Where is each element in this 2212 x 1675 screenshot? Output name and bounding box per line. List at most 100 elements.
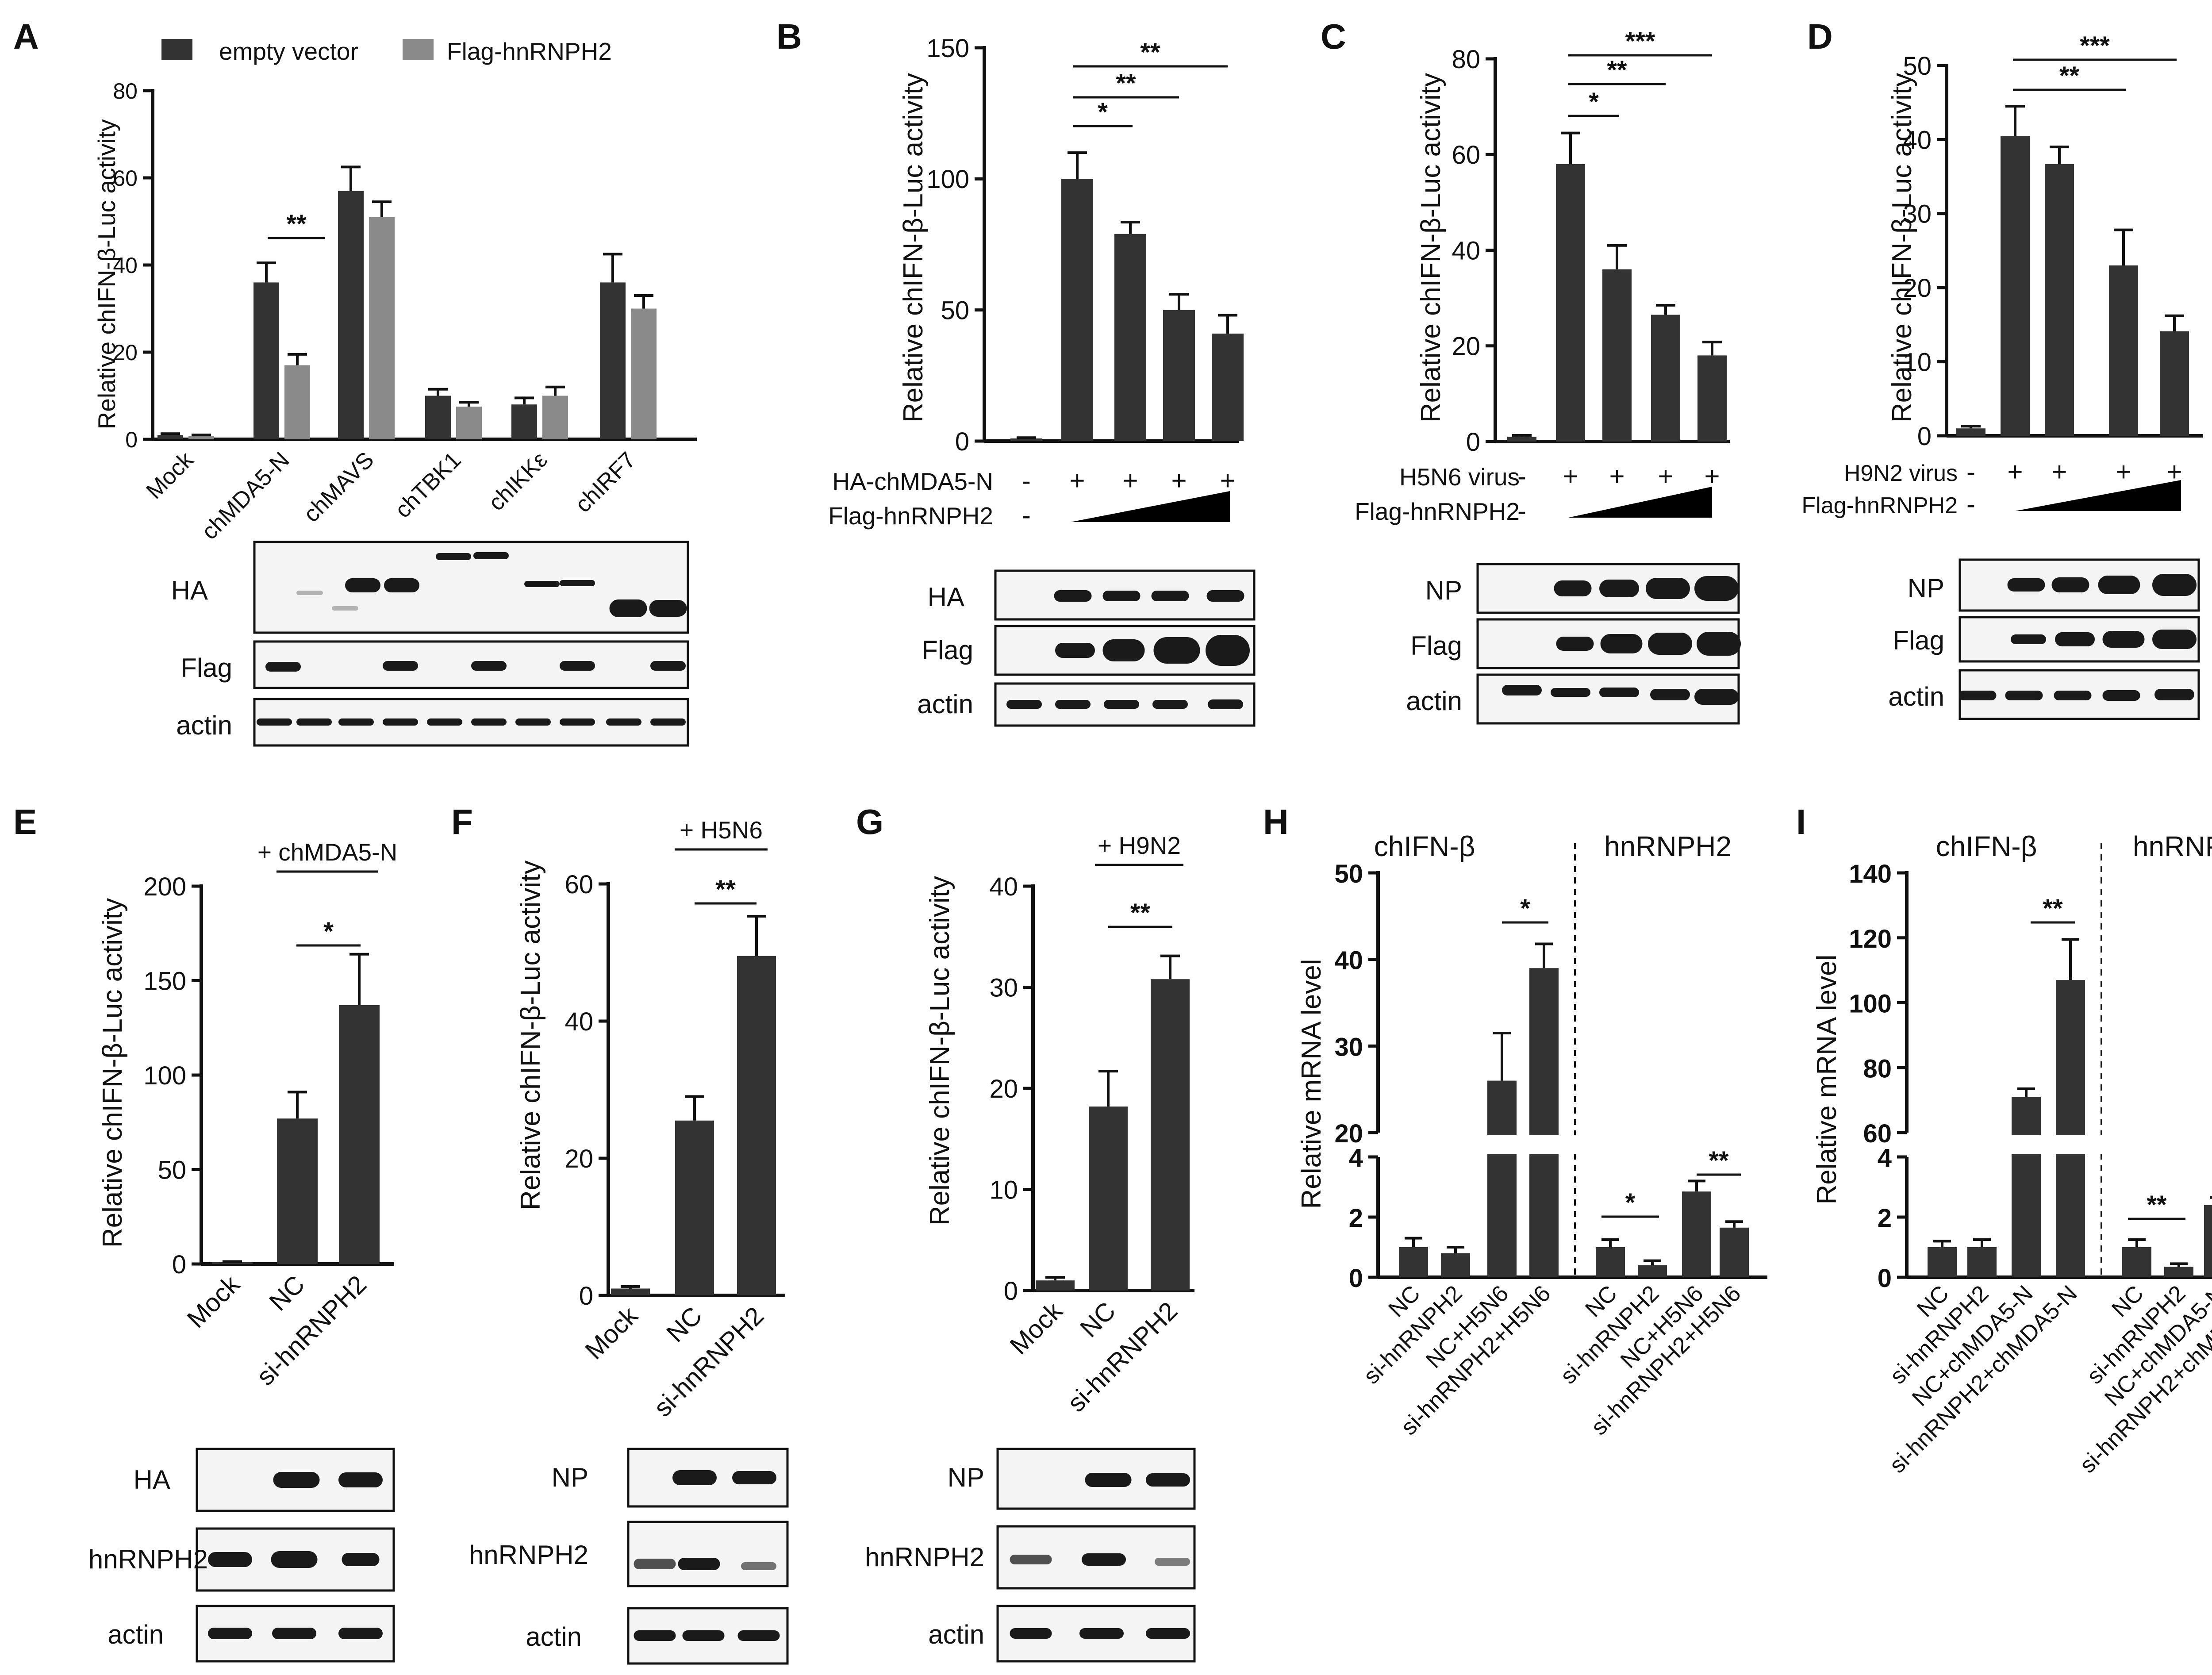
- blot-band: [1102, 591, 1141, 601]
- y-tick-label: 0: [172, 1250, 186, 1279]
- y-tick-label: 20: [1903, 274, 1932, 303]
- blot-band: [208, 1552, 252, 1567]
- panel-d: D Relative chIFN-β-Luc activity 0 10 20 30 4…: [1801, 17, 2203, 720]
- bar: [338, 191, 364, 439]
- bar: [511, 404, 537, 439]
- x-tick-label: NC: [661, 1301, 707, 1348]
- bar: [369, 217, 395, 439]
- x-tick-label: si-hnRNPH2+chMDA5-N: [1885, 1280, 2082, 1478]
- panel-letter: G: [856, 802, 883, 841]
- y-axis-label: Relative chIFN-β-Luc activity: [515, 861, 546, 1210]
- blot-band: [296, 718, 332, 726]
- panel-letter: E: [13, 802, 37, 841]
- y-tick-label: 0: [125, 427, 138, 452]
- y-tick-label: 100: [143, 1061, 186, 1090]
- significance-label: **: [1130, 899, 1151, 927]
- y-tick-label: 150: [926, 34, 969, 63]
- blot-band: [383, 661, 418, 671]
- blot-bands-b: [1006, 590, 1250, 709]
- significance-label: **: [2059, 61, 2080, 90]
- blot-band: [1694, 576, 1739, 601]
- x-tick-label: chMDA5-N: [197, 447, 295, 545]
- blot-band: [338, 718, 374, 726]
- blot-band: [2051, 577, 2089, 592]
- bar: [2045, 164, 2074, 436]
- panel-letter: A: [13, 17, 39, 56]
- x-tick-label: Mock: [181, 1270, 246, 1334]
- significance-label: ***: [2080, 31, 2110, 60]
- treatment-sign: +: [1609, 461, 1624, 491]
- blot-label-hnrnph2: hnRNPH2: [88, 1544, 208, 1574]
- y-tick-label: 0: [1466, 428, 1480, 457]
- panel-f: F Relative chIFN-β-Luc activity + H5N6 0…: [451, 802, 789, 1665]
- blot-label-ha: HA: [928, 582, 964, 612]
- panel-e: E Relative chIFN-β-Luc activity + chMDA5…: [13, 802, 397, 1663]
- bar: [1163, 310, 1195, 441]
- bar: [157, 435, 183, 439]
- significance-label: **: [286, 210, 307, 238]
- blot-label-actin: actin: [108, 1620, 164, 1649]
- significance-label: **: [1140, 38, 1160, 67]
- group-label: + chMDA5-N: [257, 838, 397, 866]
- bar: [1967, 1247, 1997, 1277]
- y-tick-label: 0: [579, 1282, 593, 1310]
- panel-a: A empty vector Flag-hnRNPH2 Relative chI…: [13, 17, 697, 747]
- blot-band: [272, 1628, 316, 1639]
- panel-letter: H: [1263, 802, 1289, 841]
- blot-band: [682, 1630, 725, 1641]
- y-tick-label: 140: [1849, 860, 1892, 888]
- blot-band: [1146, 1628, 1190, 1639]
- blot-band: [1104, 700, 1139, 709]
- blot-a: HA Flag actin: [171, 541, 689, 747]
- panel-letter: D: [1807, 17, 1833, 56]
- bar: [2204, 1205, 2212, 1277]
- blot-bands-f: [634, 1470, 780, 1641]
- bar: [2001, 136, 2030, 436]
- blot-label-flag: Flag: [1893, 626, 1944, 655]
- y-tick-label: 0: [955, 427, 969, 456]
- y-tick-label: 20: [1334, 1119, 1363, 1148]
- axis-break-gap: [1365, 1135, 1772, 1154]
- y-tick-label: 10: [989, 1176, 1018, 1204]
- bar: [1556, 164, 1585, 442]
- x-tick-label: Mock: [1004, 1296, 1068, 1360]
- blot-g: NP hnRNPH2 actin: [865, 1448, 1196, 1663]
- blot-strip-flag: [253, 640, 689, 689]
- bar: [1487, 1080, 1517, 1277]
- y-tick-label: 80: [113, 79, 138, 104]
- bar: [2012, 1097, 2041, 1277]
- blot-band: [271, 1551, 318, 1568]
- y-tick-label: 20: [565, 1145, 593, 1173]
- y-tick-label: 30: [989, 973, 1018, 1002]
- blot-band: [2152, 574, 2197, 596]
- bar: [425, 396, 451, 439]
- y-tick-label: 40: [1334, 946, 1363, 975]
- blot-label-ha: HA: [171, 576, 208, 605]
- treatment-sign: -: [1966, 489, 1975, 519]
- bar: [1602, 269, 1632, 442]
- bar: [675, 1120, 714, 1295]
- x-tick-label: chIRF7: [570, 447, 641, 518]
- treatment-sign: -: [1966, 457, 1975, 487]
- treatment-sign: +: [1658, 461, 1673, 491]
- blot-band: [634, 1630, 676, 1641]
- bar: [188, 436, 214, 439]
- panel-letter: B: [776, 17, 802, 56]
- significance-label: **: [1116, 69, 1136, 98]
- x-tick-label: si-hnRNPH2: [251, 1270, 372, 1391]
- blot-band: [1151, 591, 1189, 601]
- treatment-sign: +: [1069, 466, 1085, 496]
- blot-band: [2152, 630, 2197, 649]
- blot-label-hnrnph2: hnRNPH2: [469, 1540, 588, 1570]
- blot-band: [732, 1471, 776, 1484]
- gradient-wedge: [1568, 487, 1712, 518]
- panel-i: I chIFN-β hnRNPH2 Relative mRNA level 0 2…: [1796, 802, 2212, 1478]
- bar: [253, 282, 279, 439]
- bar: [1212, 334, 1244, 441]
- blot-label-flag: Flag: [922, 635, 973, 665]
- treatment-sign: +: [1704, 461, 1720, 491]
- treatment-sign: +: [2116, 457, 2131, 487]
